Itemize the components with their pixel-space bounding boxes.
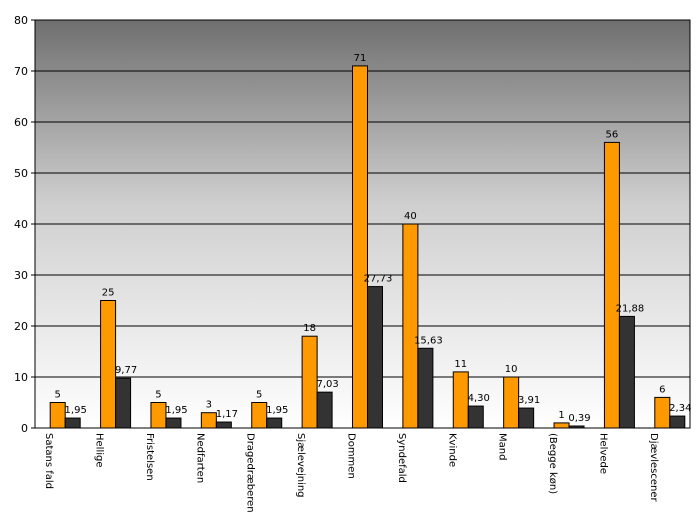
x-tick-label: Syndefald [396, 433, 407, 483]
data-label: 4,30 [468, 393, 490, 404]
data-label: 3,91 [518, 395, 540, 406]
x-tick-label: Fristelsen [144, 433, 155, 481]
data-label: 27,73 [364, 274, 393, 285]
bar-series-1-2 [100, 300, 117, 429]
bar-series-2-11 [568, 425, 585, 429]
bar-series-2-9 [467, 405, 484, 429]
data-label: 6 [659, 384, 665, 395]
x-tick-label: Hellige [94, 433, 105, 468]
x-tick-label: Mand [497, 433, 508, 460]
data-label: 10 [505, 364, 518, 375]
x-tick-label: Satans fald [43, 433, 54, 489]
bar-series-2-12 [618, 315, 635, 429]
bar-series-1-1 [49, 402, 66, 429]
data-label: 71 [354, 53, 367, 64]
bar-series-1-8 [402, 223, 419, 429]
y-tick-label: 30 [14, 269, 28, 282]
bar-series-1-12 [603, 141, 620, 429]
data-label: 7,03 [316, 379, 338, 390]
x-tick-label: Helvede [597, 433, 608, 474]
bar-series-1-11 [553, 422, 570, 429]
data-label: 1,95 [165, 405, 187, 416]
bar-series-2-4 [215, 421, 232, 429]
x-axis: Satans fald Hellige Fristelsen Nedfarten Dra… [43, 433, 659, 513]
data-label: 5 [55, 390, 61, 401]
bar-series-1-13 [654, 396, 671, 429]
bar-series-1-6 [301, 335, 318, 429]
bar-series-2-13 [669, 415, 686, 429]
data-label: 15,63 [414, 335, 443, 346]
x-tick-label: (Begge køn) [547, 433, 558, 494]
data-label: 5 [256, 390, 262, 401]
data-label: 1,17 [216, 409, 238, 420]
data-label: 11 [454, 359, 467, 370]
y-tick-label: 80 [14, 14, 28, 27]
x-tick-label: Sjælevejning [295, 433, 306, 498]
bar-series-2-1 [64, 417, 81, 429]
bar-series-2-10 [518, 407, 535, 429]
data-label: 5 [155, 390, 161, 401]
y-tick-label: 60 [14, 116, 28, 129]
y-axis: 0 10 20 30 40 50 60 70 80 [14, 14, 35, 435]
bar-series-2-3 [165, 417, 182, 429]
y-tick-label: 20 [14, 320, 28, 333]
x-tick-label: Kvinde [446, 433, 457, 467]
bar-series-2-8 [417, 347, 434, 429]
bar-series-1-9 [452, 371, 469, 429]
data-labels: 5 1,95 25 9,77 5 1,95 3 1,17 5 1,95 18 7,03 71 27,73 4… [55, 53, 692, 424]
x-tick-label: Djævlescener [648, 433, 659, 502]
bar-series-1-3 [150, 402, 167, 429]
data-label: 56 [606, 129, 619, 140]
bar-series-1-10 [503, 376, 520, 429]
bar-series-2-6 [316, 391, 333, 429]
data-label: 1 [558, 410, 564, 421]
data-label: 18 [303, 323, 316, 334]
x-tick-label: Dommen [346, 433, 357, 479]
y-tick-label: 50 [14, 167, 28, 180]
data-label: 0,39 [568, 413, 590, 424]
bar-series-2-2 [115, 377, 132, 429]
bar-series-1-5 [251, 402, 268, 429]
y-tick-label: 10 [14, 371, 28, 384]
bars [49, 65, 686, 429]
data-label: 3 [206, 400, 212, 411]
bar-series-1-4 [200, 412, 217, 429]
bar-series-2-5 [266, 417, 283, 429]
data-label: 1,95 [266, 405, 288, 416]
y-tick-label: 70 [14, 65, 28, 78]
data-label: 2,34 [669, 403, 691, 414]
x-tick-label: Nedfarten [194, 433, 205, 483]
bar-series-2-7 [367, 286, 383, 429]
data-label: 40 [404, 211, 417, 222]
y-tick-label: 0 [21, 422, 28, 435]
bar-series-1-7 [352, 65, 368, 429]
data-label: 21,88 [616, 303, 645, 314]
data-label: 1,95 [65, 405, 87, 416]
x-tick-label: Dragedræberen [245, 433, 256, 513]
data-label: 25 [102, 288, 115, 299]
y-tick-label: 40 [14, 218, 28, 231]
data-label: 9,77 [115, 365, 137, 376]
